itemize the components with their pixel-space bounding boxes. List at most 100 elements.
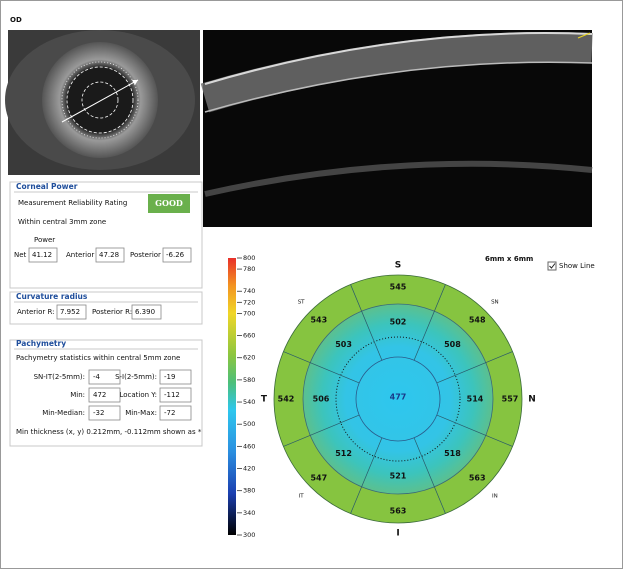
scale-tick-label: 620: [243, 354, 255, 362]
sector-line: [350, 284, 383, 361]
sector-line: [350, 437, 383, 514]
zone-label: Within central 3mm zone: [18, 218, 106, 226]
field-value: -19: [164, 373, 175, 381]
scale-tick-label: 380: [243, 487, 255, 495]
field-label: Min-Max:: [125, 409, 157, 417]
sector-line: [436, 414, 513, 447]
scale-tick-label: 500: [243, 420, 255, 428]
outer-value: 543: [310, 315, 327, 324]
field-value: 47.28: [99, 251, 119, 259]
field-value: 7.952: [60, 308, 80, 316]
field-value: 6.390: [135, 308, 155, 316]
field-label: Net: [14, 251, 27, 259]
outer-value: 542: [278, 395, 295, 404]
scale-tick-label: 540: [243, 398, 255, 406]
power-header: Power: [34, 236, 55, 244]
direction-label: IN: [492, 493, 498, 499]
map-size: 6mm x 6mm: [485, 255, 533, 263]
field-box: [159, 405, 192, 421]
direction-label: IT: [299, 493, 305, 499]
field-value: -72: [164, 409, 175, 417]
thickness-map: 477 502 545 S 508 548 SN 514 557 N 518 563 IN 521 563 I…: [261, 261, 536, 539]
outer-value: 563: [390, 507, 407, 516]
field-box: [88, 387, 121, 403]
field-box: [159, 387, 192, 403]
sector-line: [413, 284, 446, 361]
field-box: [131, 304, 162, 320]
scale-tick-label: 460: [243, 442, 255, 450]
field-value: 41.12: [32, 251, 52, 259]
oct-scan: [200, 30, 593, 227]
field-value: 472: [93, 391, 106, 399]
rating-badge: [148, 194, 190, 213]
inner-value: 518: [444, 449, 461, 458]
scale-tick-label: 300: [243, 531, 255, 539]
field-label: Min-Median:: [42, 409, 85, 417]
inner-value: 512: [335, 449, 352, 458]
curvature-panel: [9, 291, 203, 325]
inner-value: 503: [335, 340, 352, 349]
field-label: Posterior: [130, 251, 161, 259]
outer-value: 547: [310, 474, 327, 483]
inner-value: 514: [467, 395, 484, 404]
color-scale: [228, 258, 236, 535]
sector-line: [283, 414, 360, 447]
field-label: Posterior R:: [92, 308, 132, 316]
direction-label: SN: [491, 300, 499, 306]
scale-tick-label: 340: [243, 509, 255, 517]
inner-value: 508: [444, 340, 461, 349]
scale-tick-label: 580: [243, 376, 255, 384]
direction-label: ST: [298, 300, 305, 306]
field-label: SN-IT(2-5mm):: [34, 373, 85, 381]
inner-value: 506: [313, 395, 330, 404]
center-value: 477: [390, 393, 407, 402]
field-box: [88, 405, 121, 421]
field-label: Anterior R:: [17, 308, 55, 316]
scale-tick-label: 420: [243, 465, 255, 473]
outer-value: 548: [469, 315, 486, 324]
field-box: [162, 247, 192, 263]
scale-tick-label: 720: [243, 298, 255, 306]
subtitle: Pachymetry statistics within central 5mm…: [16, 354, 180, 362]
rating-label: Measurement Reliability Rating: [18, 199, 127, 207]
panel-title: Curvature radius: [16, 292, 88, 301]
eye-photo: [5, 30, 200, 175]
field-value: -112: [164, 391, 180, 399]
field-box: [159, 369, 192, 385]
outer-value: 545: [390, 283, 407, 292]
eye-label: OD: [10, 16, 22, 24]
note: Min thickness (x, y) 0.212mm, -0.112mm s…: [16, 428, 202, 436]
sector-line: [283, 351, 360, 384]
sector-line: [436, 351, 513, 384]
show-line-checkbox[interactable]: [547, 261, 557, 271]
field-box: [88, 369, 121, 385]
field-label: S-I(2-5mm):: [115, 373, 157, 381]
direction-label: I: [396, 529, 399, 539]
field-box: [95, 247, 125, 263]
outer-value: 557: [502, 395, 519, 404]
rating-value: GOOD: [155, 198, 183, 208]
checkmark: [549, 263, 556, 269]
direction-label: T: [261, 395, 268, 405]
direction-label: S: [395, 261, 401, 271]
field-box: [28, 247, 58, 263]
panel-title: Corneal Power: [16, 182, 78, 191]
scale-tick-label: 660: [243, 332, 255, 340]
show-line-label[interactable]: Show Line: [559, 262, 595, 270]
field-label: Min:: [70, 391, 85, 399]
scale-tick-label: 800: [243, 254, 255, 262]
center-zone: [355, 356, 441, 442]
scale-tick-label: 740: [243, 287, 255, 295]
inner-value: 521: [390, 472, 407, 481]
outer-value: 563: [469, 474, 486, 483]
field-label: Location Y:: [119, 391, 157, 399]
mid-zone: [302, 303, 494, 495]
sector-line: [413, 437, 446, 514]
field-value: -6.26: [166, 251, 185, 259]
field-label: Anterior: [66, 251, 94, 259]
field-value: -4: [93, 373, 101, 381]
scale-tick-label: 780: [243, 265, 255, 273]
panel-title: Pachymetry: [16, 339, 66, 348]
field-value: -32: [93, 409, 104, 417]
